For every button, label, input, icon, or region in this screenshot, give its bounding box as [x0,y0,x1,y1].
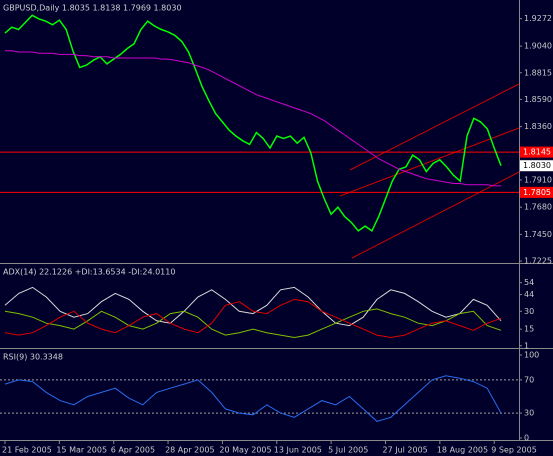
y-tick-label: 1 [524,341,529,350]
panel-title: ADX(14) 22.1226 +DI:13.6534 -DI:24.0110 [3,268,175,277]
y-tick-label: 1.7680 [524,203,552,212]
y-tick-label: 70 [524,375,534,384]
y-tick-label: 1.8360 [524,122,552,131]
y-tick-label: 1.8590 [524,95,552,104]
channel-line [349,83,520,171]
price-label: 1.8145 [523,148,551,157]
x-tick-label: 5 Jul 2005 [328,446,368,455]
x-tick-label: 18 Aug 2005 [437,446,488,455]
x-tick-label: 15 Mar 2005 [56,446,107,455]
x-tick-label: 6 Apr 2005 [111,446,155,455]
series-line [4,375,502,422]
channel [339,83,520,259]
x-tick-label: 9 Sep 2005 [491,446,537,455]
panel-title: RSI(9) 30.3348 [3,353,63,362]
x-tick-label: 21 Feb 2005 [2,446,52,455]
x-tick-label: 13 Jun 2005 [274,446,322,455]
y-tick-label: 0 [524,434,529,443]
channel-line [339,127,520,197]
series-line [4,14,502,233]
x-tick-label: 28 Apr 2005 [165,446,214,455]
y-tick-label: 100 [524,351,539,360]
y-tick-label: 15 [524,325,534,334]
channel-line [351,171,520,259]
x-tick-label: 27 Jul 2005 [382,446,427,455]
y-tick-label: 44 [524,290,534,299]
series-line [4,298,502,339]
y-tick-label: 1.7450 [524,230,552,239]
chart-title: GBPUSD,Daily 1.8035 1.8138 1.7969 1.8030 [3,4,182,13]
x-tick-label: 20 May 2005 [219,446,271,455]
y-tick-label: 54 [524,278,534,287]
price-label: 1.7805 [523,188,551,197]
series-line [5,50,501,187]
series-line [4,308,502,339]
y-tick-label: 1.9272 [524,14,552,23]
y-tick-label: 30 [524,307,534,316]
price-label-box [520,186,553,198]
last-price-box [520,160,553,172]
y-tick-label: 1.7225 [524,257,552,266]
y-tick-label: 30 [524,409,534,418]
last-price-label: 1.8030 [523,161,551,170]
price-label-box [520,146,553,158]
y-tick-label: 1.9040 [524,42,552,51]
y-tick-label: 1.8815 [524,68,552,77]
y-tick-label: 1.7910 [524,175,552,184]
series-line [4,286,502,327]
